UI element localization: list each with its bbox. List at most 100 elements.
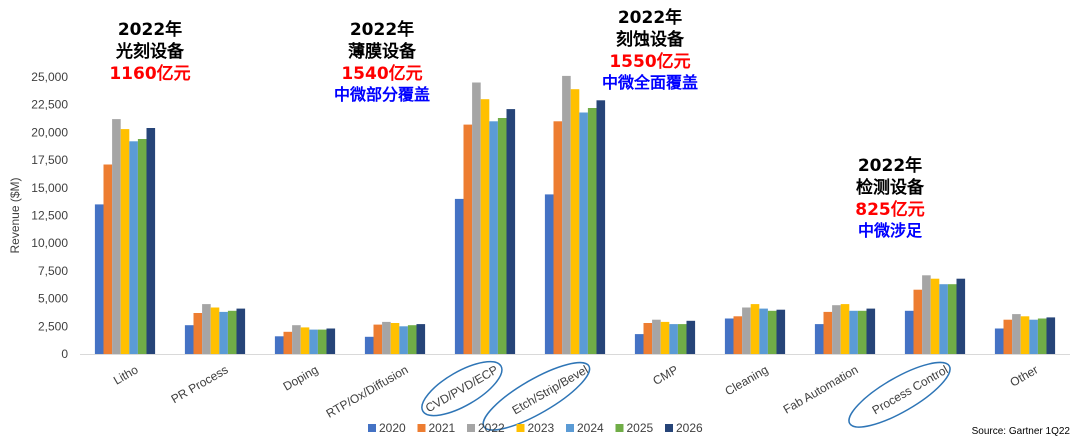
legend-swatch <box>665 424 673 432</box>
legend-swatch <box>516 424 525 432</box>
bar <box>416 324 426 354</box>
annotation-film-value: 1540亿元 <box>341 63 423 84</box>
bar <box>660 321 670 354</box>
bar <box>219 311 228 354</box>
bar <box>1046 317 1056 354</box>
source-note: Source: Gartner 1Q22 <box>971 426 1070 437</box>
bar <box>364 336 374 354</box>
annotation-litho: 2022年 光刻设备 1160亿元 <box>90 20 210 85</box>
bar <box>390 323 400 354</box>
bar <box>202 304 211 354</box>
bar <box>994 328 1004 354</box>
legend-swatch <box>467 424 475 432</box>
bar <box>1020 316 1030 354</box>
x-tick-label: CMP <box>650 362 680 387</box>
bar <box>407 325 417 354</box>
y-tick-label: 2,500 <box>38 319 68 333</box>
bar <box>274 336 284 354</box>
bar <box>129 141 138 354</box>
y-tick-label: 15,000 <box>31 181 68 195</box>
bar <box>922 275 931 354</box>
annotation-film-note: 中微部分覆盖 <box>333 85 430 105</box>
legend-label: 2026 <box>676 421 703 435</box>
bar <box>913 289 923 354</box>
category-highlight-ellipse <box>848 361 951 428</box>
bar <box>724 318 734 354</box>
annotation-etch-note: 中微全面覆盖 <box>601 73 698 93</box>
annotation-litho-year: 2022年 <box>117 20 183 40</box>
bar <box>300 327 310 354</box>
legend-label: 2025 <box>627 421 654 435</box>
bar <box>382 321 391 354</box>
legend-swatch <box>615 424 624 432</box>
bar <box>373 324 383 354</box>
y-tick-label: 20,000 <box>31 125 68 139</box>
bar <box>103 164 113 354</box>
annotation-inspection-note: 中微涉足 <box>857 221 922 241</box>
annotation-inspection-value: 825亿元 <box>855 199 925 220</box>
bar <box>840 304 850 354</box>
bar <box>904 310 914 354</box>
bar <box>210 307 220 354</box>
y-tick-label: 10,000 <box>31 236 68 250</box>
bar <box>677 324 687 354</box>
bar <box>956 278 966 354</box>
annotation-film: 2022年 薄膜设备 1540亿元 中微部分覆盖 <box>318 20 446 106</box>
bar <box>562 75 571 355</box>
annotation-inspection-name: 检测设备 <box>856 177 924 198</box>
annotation-film-year: 2022年 <box>349 20 415 40</box>
bar <box>930 278 940 354</box>
category-highlight-ellipse <box>421 360 503 417</box>
legend-label: 2023 <box>528 421 555 435</box>
bar <box>544 194 554 354</box>
annotation-litho-name: 光刻设备 <box>116 41 184 62</box>
annotation-etch: 2022年 刻蚀设备 1550亿元 中微全面覆盖 <box>586 8 714 94</box>
bar <box>463 124 473 354</box>
bar <box>823 311 833 354</box>
legend-label: 2020 <box>379 421 406 435</box>
y-tick-label: 5,000 <box>38 292 68 306</box>
bar <box>1037 318 1047 354</box>
bar <box>497 118 507 354</box>
legend-label: 2022 <box>478 421 505 435</box>
bar <box>317 329 327 354</box>
bar <box>112 119 121 354</box>
bar <box>570 89 580 354</box>
bar <box>939 284 948 354</box>
bar <box>1003 319 1013 354</box>
bar <box>643 323 653 354</box>
bar <box>1029 319 1038 354</box>
bar <box>634 334 644 354</box>
x-tick-label: RTP/Ox/Diffusion <box>324 362 411 420</box>
bar <box>292 325 301 354</box>
bar <box>506 109 516 354</box>
annotation-etch-name: 刻蚀设备 <box>616 29 684 50</box>
bar <box>947 284 957 354</box>
annotation-film-name: 薄膜设备 <box>348 41 416 62</box>
bar <box>596 100 606 354</box>
x-tick-label: PR Process <box>169 362 231 406</box>
bar <box>236 308 246 354</box>
annotation-etch-value: 1550亿元 <box>609 51 691 72</box>
legend-swatch <box>417 424 426 432</box>
y-tick-label: 7,500 <box>38 264 68 278</box>
bar <box>472 82 481 354</box>
annotation-etch-year: 2022年 <box>617 8 683 28</box>
bar <box>686 320 696 354</box>
y-tick-label: 25,000 <box>31 70 68 84</box>
legend-label: 2021 <box>429 421 456 435</box>
bar <box>120 129 130 354</box>
bar <box>326 328 336 354</box>
bar <box>94 204 104 354</box>
bar <box>454 198 464 354</box>
bar <box>742 307 751 354</box>
bar <box>193 313 203 354</box>
x-tick-label: Cleaning <box>722 362 770 398</box>
bar <box>733 316 743 354</box>
bar <box>849 310 858 354</box>
y-tick-label: 22,500 <box>31 98 68 112</box>
x-tick-label: Doping <box>281 362 321 393</box>
bar <box>767 310 777 354</box>
bar <box>652 319 661 354</box>
